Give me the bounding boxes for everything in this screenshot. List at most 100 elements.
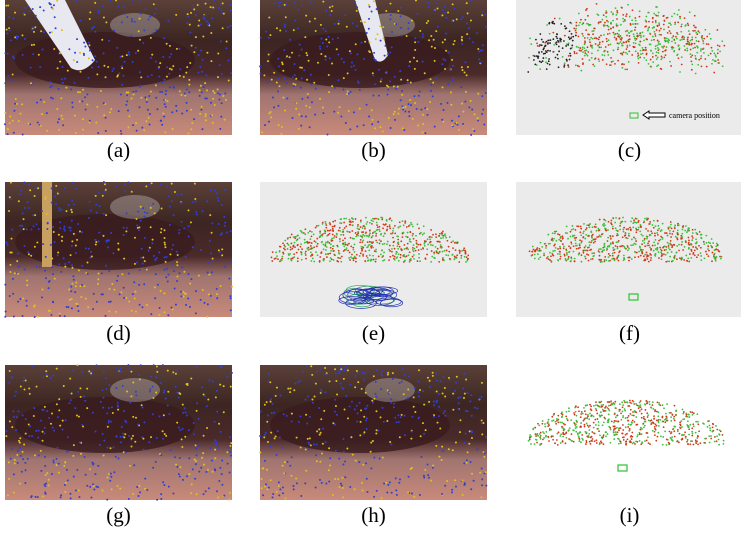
- feature-point: [481, 95, 483, 97]
- feature-point: [44, 432, 46, 434]
- map-point: [673, 13, 675, 15]
- feature-point: [196, 493, 198, 495]
- feature-point: [123, 410, 125, 412]
- feature-point: [6, 29, 8, 31]
- feature-point: [485, 436, 487, 438]
- map-point: [567, 238, 569, 240]
- feature-point: [79, 91, 81, 93]
- feature-point: [388, 393, 390, 395]
- feature-point: [140, 364, 142, 366]
- map-point: [612, 217, 614, 219]
- map-point: [394, 256, 396, 258]
- map-point: [577, 35, 579, 37]
- map-point: [389, 256, 391, 258]
- feature-point: [142, 256, 144, 258]
- map-point: [684, 230, 686, 232]
- feature-point: [49, 377, 51, 379]
- map-point: [397, 248, 399, 250]
- map-point: [669, 256, 671, 258]
- feature-point: [204, 395, 206, 397]
- map-point: [635, 231, 637, 233]
- feature-point: [414, 102, 416, 104]
- map-point: [661, 417, 663, 419]
- feature-point: [426, 108, 428, 110]
- map-point: [577, 434, 579, 436]
- map-point: [583, 420, 585, 422]
- map-point: [685, 225, 687, 227]
- feature-point: [202, 59, 204, 61]
- map-point: [662, 51, 664, 53]
- map-point: [667, 420, 669, 422]
- map-point: [609, 44, 611, 46]
- map-point: [447, 240, 449, 242]
- feature-point: [101, 272, 103, 274]
- feature-point: [385, 10, 387, 12]
- map-point: [534, 258, 536, 260]
- feature-point: [14, 459, 16, 461]
- map-point: [605, 16, 607, 18]
- feature-point: [149, 388, 151, 390]
- feature-point: [442, 109, 444, 111]
- map-point: [427, 238, 429, 240]
- feature-point: [194, 183, 196, 185]
- feature-point: [324, 373, 326, 375]
- map-point: [674, 42, 676, 44]
- feature-point: [337, 37, 339, 39]
- feature-point: [455, 486, 457, 488]
- feature-point: [146, 304, 148, 306]
- map-point: [427, 244, 429, 246]
- map-point: [389, 245, 391, 247]
- feature-point: [478, 398, 480, 400]
- feature-point: [15, 98, 17, 100]
- feature-point: [355, 460, 357, 462]
- map-point: [571, 33, 573, 35]
- feature-point: [279, 30, 281, 32]
- feature-point: [105, 189, 107, 191]
- feature-point: [150, 57, 152, 59]
- feature-point: [171, 183, 173, 185]
- feature-point: [205, 490, 207, 492]
- map-point: [540, 438, 542, 440]
- feature-point: [64, 263, 66, 265]
- feature-point: [24, 38, 26, 40]
- map-point: [671, 48, 673, 50]
- map-point: [437, 248, 439, 250]
- feature-point: [349, 128, 351, 130]
- map-point: [612, 255, 614, 257]
- feature-point: [123, 436, 125, 438]
- map-point: [557, 260, 559, 262]
- feature-point: [95, 364, 97, 366]
- feature-point: [229, 499, 231, 501]
- feature-point: [64, 315, 66, 317]
- map-point: [560, 256, 562, 258]
- map-point: [380, 216, 382, 218]
- feature-point: [221, 102, 223, 104]
- feature-point: [430, 90, 432, 92]
- feature-point: [289, 56, 291, 58]
- feature-point: [375, 410, 377, 412]
- feature-point: [32, 214, 34, 216]
- map-point: [635, 243, 637, 245]
- map-point: [364, 260, 366, 262]
- feature-point: [88, 370, 90, 372]
- map-point: [279, 251, 281, 253]
- map-point: [695, 421, 697, 423]
- feature-point: [169, 56, 171, 58]
- map-point: [397, 245, 399, 247]
- map-point: [539, 256, 541, 258]
- map-point: [590, 242, 592, 244]
- feature-point: [211, 271, 213, 273]
- feature-point: [319, 479, 321, 481]
- feature-point: [444, 485, 446, 487]
- feature-point: [195, 36, 197, 38]
- map-point: [575, 229, 577, 231]
- feature-point: [200, 249, 202, 251]
- feature-point: [128, 51, 130, 53]
- map-point: [339, 238, 341, 240]
- feature-point: [149, 16, 151, 18]
- map-point: [632, 244, 634, 246]
- feature-point: [132, 382, 134, 384]
- feature-point: [193, 433, 195, 435]
- feature-point: [370, 451, 372, 453]
- map-point: [372, 247, 374, 249]
